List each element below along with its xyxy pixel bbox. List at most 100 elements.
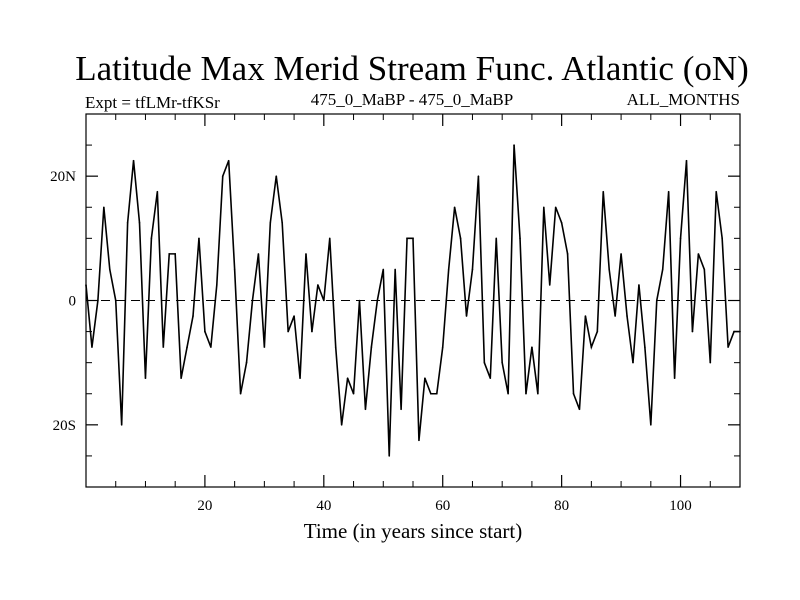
- data-point: [275, 175, 278, 177]
- data-point: [667, 190, 670, 193]
- data-point: [537, 392, 539, 395]
- data-point: [251, 299, 254, 302]
- x-tick-label: 40: [316, 498, 331, 514]
- data-point: [97, 299, 99, 302]
- data-point: [739, 330, 741, 333]
- data-point: [721, 237, 723, 240]
- data-point: [501, 361, 503, 364]
- data-point: [144, 377, 147, 380]
- data-point: [293, 315, 295, 317]
- data-point: [650, 424, 652, 426]
- data-point: [233, 268, 236, 271]
- data-point: [91, 346, 93, 348]
- data-point: [459, 237, 462, 240]
- data-point: [418, 439, 420, 442]
- data-point: [108, 268, 111, 271]
- data-point: [168, 253, 171, 255]
- data-point: [590, 346, 593, 348]
- data-point: [554, 206, 557, 209]
- chart-title: Latitude Max Merid Stream Func. Atlantic…: [75, 49, 749, 88]
- data-point: [691, 330, 694, 333]
- data-point: [227, 159, 230, 162]
- x-axis-ticks: 20 40 60 80 100: [197, 114, 692, 514]
- data-point: [103, 206, 105, 209]
- data-point: [453, 206, 456, 209]
- data-point: [632, 361, 634, 364]
- data-point: [715, 190, 718, 193]
- x-minor-ticks: [115, 114, 711, 487]
- data-point: [281, 221, 284, 224]
- data-point: [287, 330, 289, 333]
- y-axis-ticks: 20N 0 20S: [50, 169, 740, 434]
- period-label: 475_0_MaBP - 475_0_MaBP: [311, 90, 513, 109]
- data-point: [477, 175, 480, 177]
- data-point: [412, 237, 414, 240]
- data-point: [394, 268, 396, 271]
- data-point: [126, 221, 129, 224]
- x-axis-label: Time (in years since start): [304, 519, 523, 543]
- data-point: [697, 253, 700, 255]
- data-point: [435, 392, 438, 395]
- data-point: [311, 330, 313, 333]
- data-point: [709, 361, 712, 364]
- data-point: [661, 268, 664, 271]
- data-point: [305, 253, 307, 255]
- data-point: [150, 237, 153, 240]
- data-point: [596, 330, 599, 333]
- data-point: [471, 268, 474, 271]
- data-point: [204, 330, 206, 333]
- data-point: [85, 284, 87, 286]
- experiment-label: Expt = tfLMr-tfKSr: [85, 93, 220, 112]
- data-point: [673, 377, 676, 380]
- data-point: [210, 346, 212, 348]
- data-point: [644, 346, 646, 348]
- data-point: [703, 268, 706, 271]
- series-points: [85, 144, 741, 457]
- data-point: [614, 315, 616, 317]
- data-point: [400, 408, 402, 411]
- data-point: [548, 284, 551, 286]
- x-tick-label: 80: [554, 498, 569, 514]
- data-point: [430, 392, 432, 395]
- data-point: [370, 346, 373, 348]
- data-point: [382, 268, 385, 271]
- data-point: [162, 346, 165, 348]
- data-point: [263, 346, 266, 348]
- data-point: [626, 315, 628, 317]
- y-tick-label: 20N: [50, 169, 76, 185]
- data-point: [638, 284, 640, 286]
- data-point: [239, 392, 242, 395]
- x-tick-label: 20: [197, 498, 212, 514]
- data-point: [257, 253, 260, 255]
- data-point: [388, 455, 391, 457]
- data-point: [483, 361, 486, 364]
- data-point: [489, 377, 492, 380]
- data-point: [376, 299, 379, 302]
- data-point: [334, 346, 337, 348]
- data-point: [138, 221, 141, 224]
- data-point: [543, 206, 545, 209]
- data-point: [584, 315, 587, 317]
- data-point: [132, 159, 135, 162]
- data-point: [519, 237, 521, 240]
- data-point: [323, 299, 325, 302]
- months-label: ALL_MONTHS: [627, 90, 740, 109]
- data-point: [441, 346, 444, 348]
- x-tick-label: 60: [435, 498, 450, 514]
- data-point: [120, 424, 123, 426]
- data-point: [221, 175, 224, 177]
- data-point: [572, 392, 575, 395]
- data-point: [186, 346, 188, 348]
- y-tick-label: 0: [69, 294, 77, 310]
- data-point: [424, 377, 426, 380]
- data-point: [358, 299, 361, 302]
- data-point: [578, 408, 581, 411]
- data-point: [156, 190, 159, 193]
- data-point: [465, 315, 468, 317]
- data-point: [566, 253, 569, 255]
- data-point: [685, 159, 688, 162]
- data-point: [655, 299, 658, 302]
- data-point: [364, 408, 367, 411]
- data-point: [406, 237, 408, 240]
